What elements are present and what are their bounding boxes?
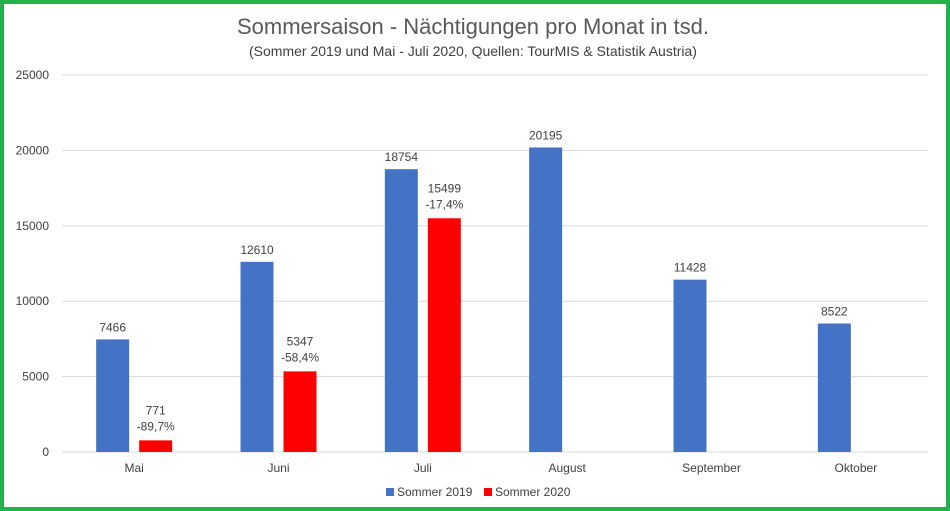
chart-title: Sommersaison - Nächtigungen pro Monat in…: [237, 14, 709, 39]
y-tick-label: 5000: [22, 370, 49, 384]
y-tick-label: 0: [42, 445, 49, 459]
gridlines: [62, 74, 928, 453]
x-category-label: Juli: [414, 461, 432, 475]
data-label: 5347: [287, 334, 314, 348]
chart-subtitle: (Sommer 2019 und Mai - Juli 2020, Quelle…: [249, 43, 697, 59]
x-category-label: Mai: [124, 461, 143, 475]
y-tick-label: 20000: [16, 143, 50, 157]
data-label: 7466: [99, 320, 126, 334]
x-category-label: September: [682, 461, 741, 475]
legend-swatch-2020: [484, 488, 492, 496]
data-label: 8522: [821, 304, 848, 318]
legend-swatch-2019: [386, 488, 394, 496]
y-tick-label: 10000: [16, 294, 50, 308]
change-label: -89,7%: [137, 419, 175, 433]
legend-label: Sommer 2019: [397, 485, 473, 499]
bar-2020: [139, 440, 173, 452]
change-label: -17,4%: [425, 197, 463, 211]
y-tick-label: 15000: [16, 219, 50, 233]
data-label: 11428: [674, 261, 707, 275]
data-label: 18754: [385, 150, 419, 164]
bar-2020: [283, 371, 317, 452]
bar-2019: [96, 339, 130, 452]
x-category-label: Oktober: [834, 461, 877, 475]
bar-2020: [427, 218, 461, 452]
bar-2019: [673, 279, 707, 452]
data-label: 20195: [529, 128, 563, 142]
bar-2019: [384, 169, 418, 452]
bar-2019: [817, 323, 851, 452]
y-axis-ticks: 0 5000 10000 15000 20000 25000: [16, 68, 50, 459]
bar-2019: [529, 147, 563, 452]
bar-2019: [240, 261, 274, 452]
x-category-label: August: [548, 461, 586, 475]
x-category-label: Juni: [267, 461, 289, 475]
data-label: 12610: [240, 243, 274, 257]
legend: Sommer 2019 Sommer 2020: [386, 485, 571, 499]
bars: [96, 147, 851, 452]
x-axis-categories: Mai Juni Juli August September Oktober: [124, 461, 877, 475]
y-tick-label: 25000: [16, 68, 50, 82]
data-label: 771: [146, 403, 166, 417]
data-label: 15499: [428, 181, 462, 195]
change-label: -58,4%: [281, 350, 319, 364]
legend-label: Sommer 2020: [495, 485, 571, 499]
data-labels: 7466 771 -89,7% 12610 5347 -58,4% 18754 15499 -1…: [99, 128, 848, 433]
